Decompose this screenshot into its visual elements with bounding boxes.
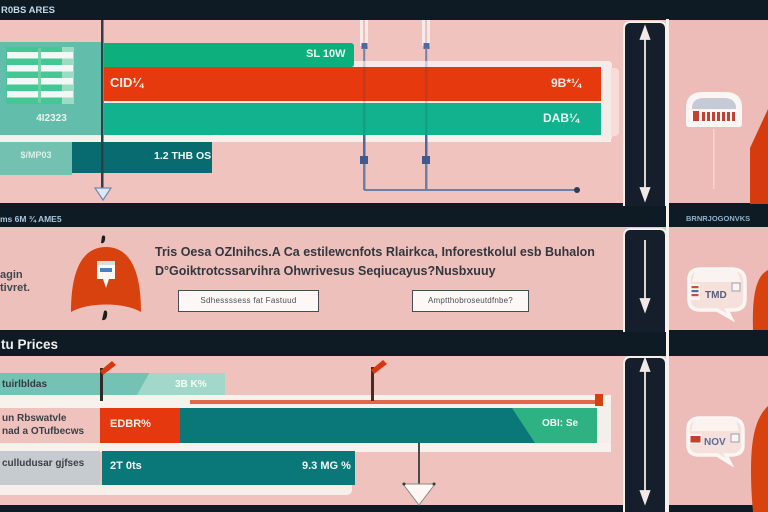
svg-text:NOV: NOV [704, 437, 726, 448]
svg-text:TMD: TMD [705, 290, 727, 301]
